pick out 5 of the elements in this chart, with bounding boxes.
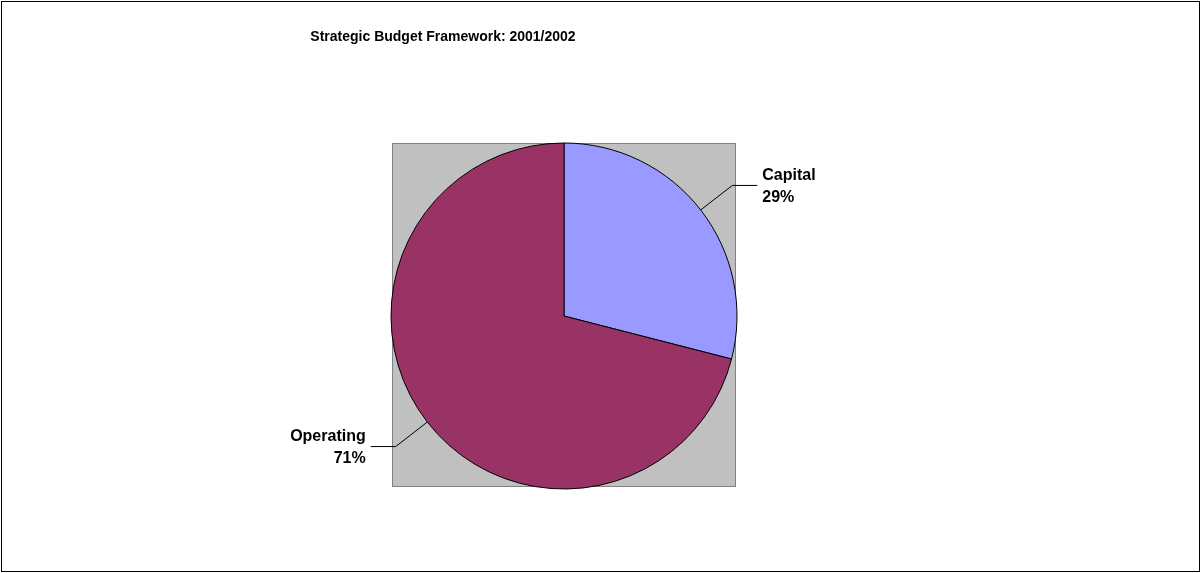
chart-title: Strategic Budget Framework: 2001/2002: [310, 28, 576, 44]
slice-label: Capital: [762, 165, 816, 183]
slice-label: Operating: [290, 427, 366, 445]
data-label: 29%: [762, 187, 795, 205]
data-label: 71%: [333, 449, 366, 467]
